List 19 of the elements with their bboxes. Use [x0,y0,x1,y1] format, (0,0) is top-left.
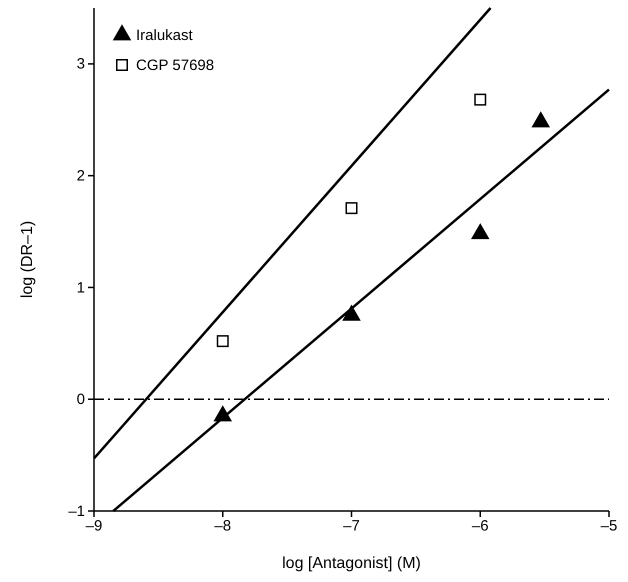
point [214,406,232,422]
point [342,305,360,321]
y-tick-label: 3 [76,56,85,73]
y-axis-title: log (DR–1) [19,220,36,298]
x-tick-label: –8 [214,518,232,535]
point [472,224,489,240]
y-tick-label: –1 [68,502,85,520]
x-axis-title: log [Antagonist] (M) [282,555,421,572]
x-tick-label: –9 [86,518,102,535]
y-tick-label: 1 [76,279,85,296]
point [346,202,358,214]
y-tick-label: 2 [76,167,85,184]
point [474,94,486,106]
legend-label: CGP 57698 [136,57,214,74]
legend-label: Iralukast [136,27,194,44]
x-tick-label: –7 [343,518,360,535]
x-tick-label: –6 [472,518,489,535]
y-tick-label: 0 [76,391,85,408]
x-tick-label: –5 [600,518,618,535]
